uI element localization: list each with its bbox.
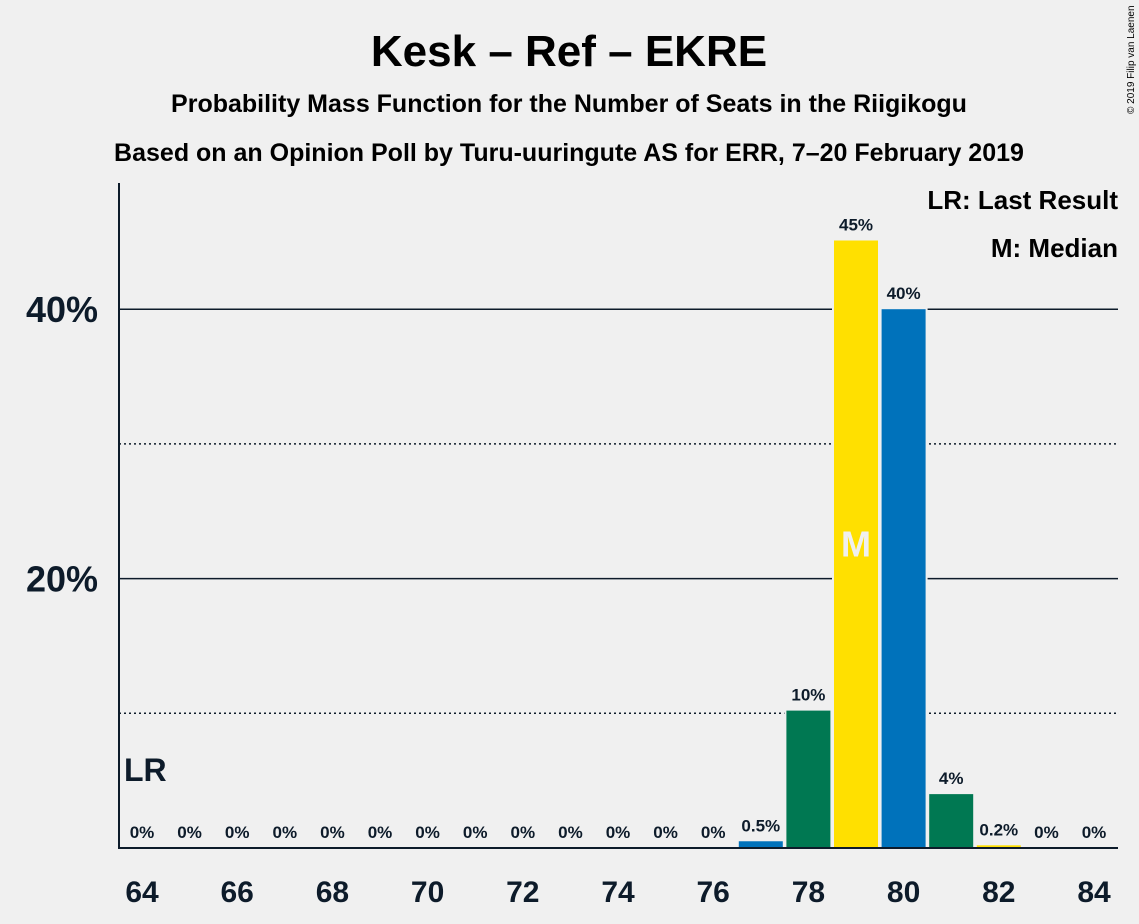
bar-value-labels: 0% 0% 0% 0% 0% 0% 0% 0% 0% 0% 0% 0% 0% 0.5% 10% 45% 40% 4… [130, 216, 1107, 842]
x-tick-label: 72 [506, 876, 539, 909]
bar-label-seats-79: 45% [839, 216, 873, 235]
bar-label-seats-68: 0% [320, 823, 345, 842]
x-tick-label: 64 [125, 876, 159, 909]
bar-label-seats-83: 0% [1034, 823, 1059, 842]
x-tick-label: 70 [411, 876, 444, 909]
bar-seats-82 [976, 845, 1021, 848]
y-tick-label: 20% [26, 559, 98, 600]
x-tick-label: 80 [887, 876, 920, 909]
bar-label-seats-69: 0% [368, 823, 393, 842]
y-axis-ticks: 20% 40% [26, 289, 98, 599]
legend-median: M: Median [991, 233, 1118, 263]
bar-label-seats-70: 0% [415, 823, 440, 842]
bar-label-seats-64: 0% [130, 823, 155, 842]
bar-seats-78 [786, 710, 831, 848]
chart-title: Kesk – Ref – EKRE [371, 27, 767, 76]
bar-label-seats-76: 0% [701, 823, 726, 842]
bar-label-seats-72: 0% [511, 823, 536, 842]
x-tick-label: 82 [982, 876, 1015, 909]
bar-label-seats-75: 0% [653, 823, 678, 842]
bar-label-seats-77: 0.5% [741, 816, 780, 835]
gridlines [119, 308, 1118, 715]
chart-subtitle: Probability Mass Function for the Number… [171, 90, 967, 118]
bar-label-seats-84: 0% [1082, 823, 1107, 842]
x-tick-label: 78 [792, 876, 825, 909]
legend-last-result: LR: Last Result [927, 185, 1118, 215]
chart-source-note: Based on an Opinion Poll by Turu-uuringu… [114, 139, 1024, 167]
bar-label-seats-78: 10% [791, 686, 825, 705]
bar-label-seats-71: 0% [463, 823, 488, 842]
result-markers: LR M [124, 523, 871, 788]
bar-label-seats-67: 0% [273, 823, 298, 842]
x-tick-label: 74 [601, 876, 635, 909]
bar-seats-80 [881, 309, 926, 848]
copyright-note: © 2019 Filip van Laenen [1126, 5, 1137, 114]
bars [736, 238, 1023, 849]
y-tick-label: 40% [26, 289, 98, 330]
median-marker: M [841, 523, 871, 564]
bar-label-seats-80: 40% [887, 284, 921, 303]
bar-label-seats-74: 0% [606, 823, 631, 842]
bar-label-seats-82: 0.2% [979, 820, 1018, 839]
last-result-marker: LR [124, 752, 167, 788]
bar-label-seats-66: 0% [225, 823, 250, 842]
bar-label-seats-73: 0% [558, 823, 583, 842]
bar-label-seats-65: 0% [177, 823, 202, 842]
bar-label-seats-81: 4% [939, 769, 964, 788]
x-tick-label: 84 [1077, 876, 1111, 909]
x-tick-label: 76 [697, 876, 730, 909]
bar-seats-77 [738, 841, 783, 848]
x-tick-label: 66 [221, 876, 254, 909]
bar-seats-81 [929, 794, 974, 848]
bar-seats-79 [834, 240, 878, 849]
x-tick-label: 68 [316, 876, 349, 909]
x-axis-ticks: 64 66 68 70 72 74 76 78 80 82 84 [125, 876, 1111, 909]
